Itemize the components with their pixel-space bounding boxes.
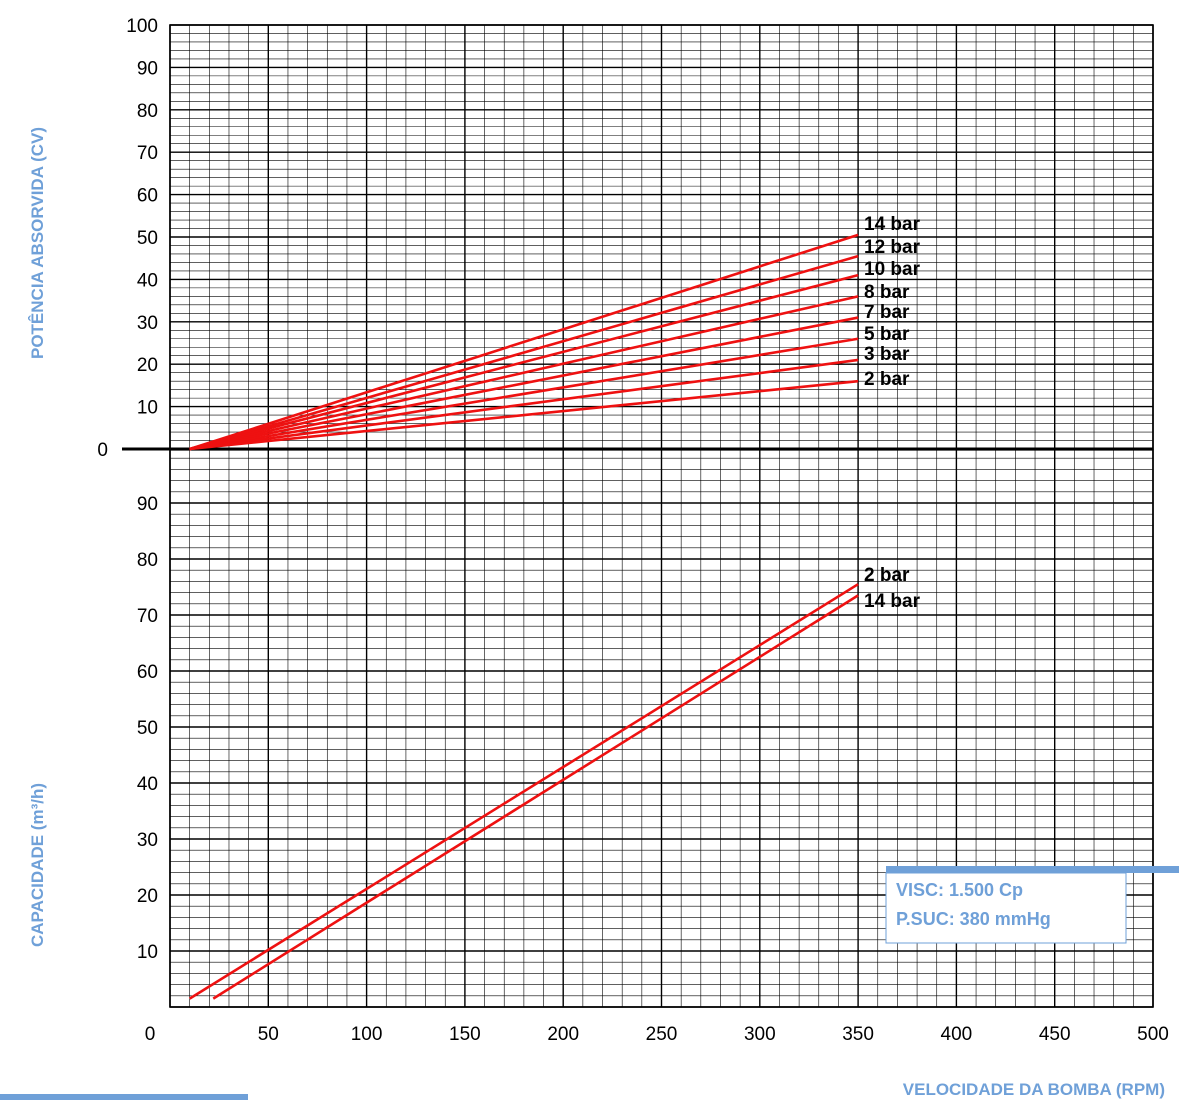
upper-y-tick-label: 30 — [137, 313, 158, 334]
upper-y-tick-label: 20 — [137, 355, 158, 376]
lower-plot-border — [169, 448, 1154, 1008]
upper-y-tick-label: 90 — [137, 58, 158, 79]
capacity-curve-line — [212, 594, 859, 1000]
power-curve-line — [189, 337, 859, 451]
upper-y-tick-label: 40 — [137, 270, 158, 291]
x-tick-label: 50 — [258, 1024, 279, 1045]
upper-y-axis-title: POTÊNCIA ABSORVIDA (CV) — [28, 127, 47, 359]
power-curve-label: 12 bar — [864, 237, 921, 258]
x-tick-label: 250 — [646, 1024, 678, 1045]
upper-y-tick-label: 50 — [137, 228, 158, 249]
capacity-curve-label: 2 bar — [864, 565, 910, 586]
upper-plot-border — [169, 24, 1154, 450]
tick-labels: 10 20 30 40 50 60 70 80 90 100 0 10 20 30 40 50 60 70 80 90… — [97, 16, 1168, 1045]
footer-accent-bar — [0, 1094, 248, 1100]
series-lines — [188, 233, 859, 1000]
capacity-curve-line — [188, 583, 859, 1000]
x-tick-label: 100 — [351, 1024, 383, 1045]
power-curve-line — [189, 295, 859, 451]
x-tick-label: 400 — [941, 1024, 973, 1045]
x-tick-label: 150 — [449, 1024, 481, 1045]
conditions-note: VISC: 1.500 Cp P.SUC: 380 mmHg — [885, 866, 1179, 944]
zero-tick-label: 0 — [97, 440, 108, 461]
upper-y-tick-label: 10 — [137, 398, 158, 419]
power-curve-label: 7 bar — [864, 302, 910, 323]
power-curve-line — [189, 379, 859, 451]
x-tick-label: 450 — [1039, 1024, 1071, 1045]
lower-y-tick-label: 10 — [137, 942, 158, 963]
x-tick-label: 300 — [744, 1024, 776, 1045]
note-top-bar — [886, 866, 1179, 873]
x-tick-label: 200 — [547, 1024, 579, 1045]
power-curve-line — [189, 358, 859, 451]
power-curve-label: 3 bar — [864, 344, 910, 365]
lower-y-tick-label: 90 — [137, 494, 158, 515]
lower-y-tick-label: 30 — [137, 830, 158, 851]
lower-y-axis-title: CAPACIDADE (m³/h) — [28, 783, 47, 947]
upper-y-tick-label: 100 — [126, 16, 158, 37]
upper-y-tick-label: 80 — [137, 101, 158, 122]
power-curve-label: 14 bar — [864, 214, 921, 235]
note-box — [885, 872, 1127, 944]
lower-y-tick-label: 20 — [137, 886, 158, 907]
lower-y-tick-label: 70 — [137, 606, 158, 627]
power-curve-label: 2 bar — [864, 369, 910, 390]
lower-y-tick-label: 60 — [137, 662, 158, 683]
upper-y-tick-label: 60 — [137, 186, 158, 207]
x-tick-label: 500 — [1137, 1024, 1169, 1045]
lower-y-tick-label: 80 — [137, 550, 158, 571]
psuc-note: P.SUC: 380 mmHg — [896, 909, 1051, 929]
power-curve-line — [189, 233, 859, 451]
grid — [169, 24, 1154, 1008]
power-curve-label: 5 bar — [864, 324, 910, 345]
power-curve-line — [189, 273, 859, 451]
visc-note: VISC: 1.500 Cp — [896, 880, 1023, 900]
x-tick-label: 350 — [842, 1024, 874, 1045]
lower-y-tick-label: 40 — [137, 774, 158, 795]
power-curve-line — [189, 316, 859, 451]
x-axis-title: VELOCIDADE DA BOMBA (RPM) — [903, 1080, 1165, 1099]
capacity-curve-label: 14 bar — [864, 591, 921, 612]
lower-y-tick-label: 50 — [137, 718, 158, 739]
upper-y-tick-label: 70 — [137, 143, 158, 164]
power-curve-label: 8 bar — [864, 282, 910, 303]
power-curve-line — [189, 254, 859, 451]
x-tick-label: 0 — [145, 1024, 156, 1045]
axes — [122, 24, 1154, 1008]
power-curve-label: 10 bar — [864, 259, 921, 280]
